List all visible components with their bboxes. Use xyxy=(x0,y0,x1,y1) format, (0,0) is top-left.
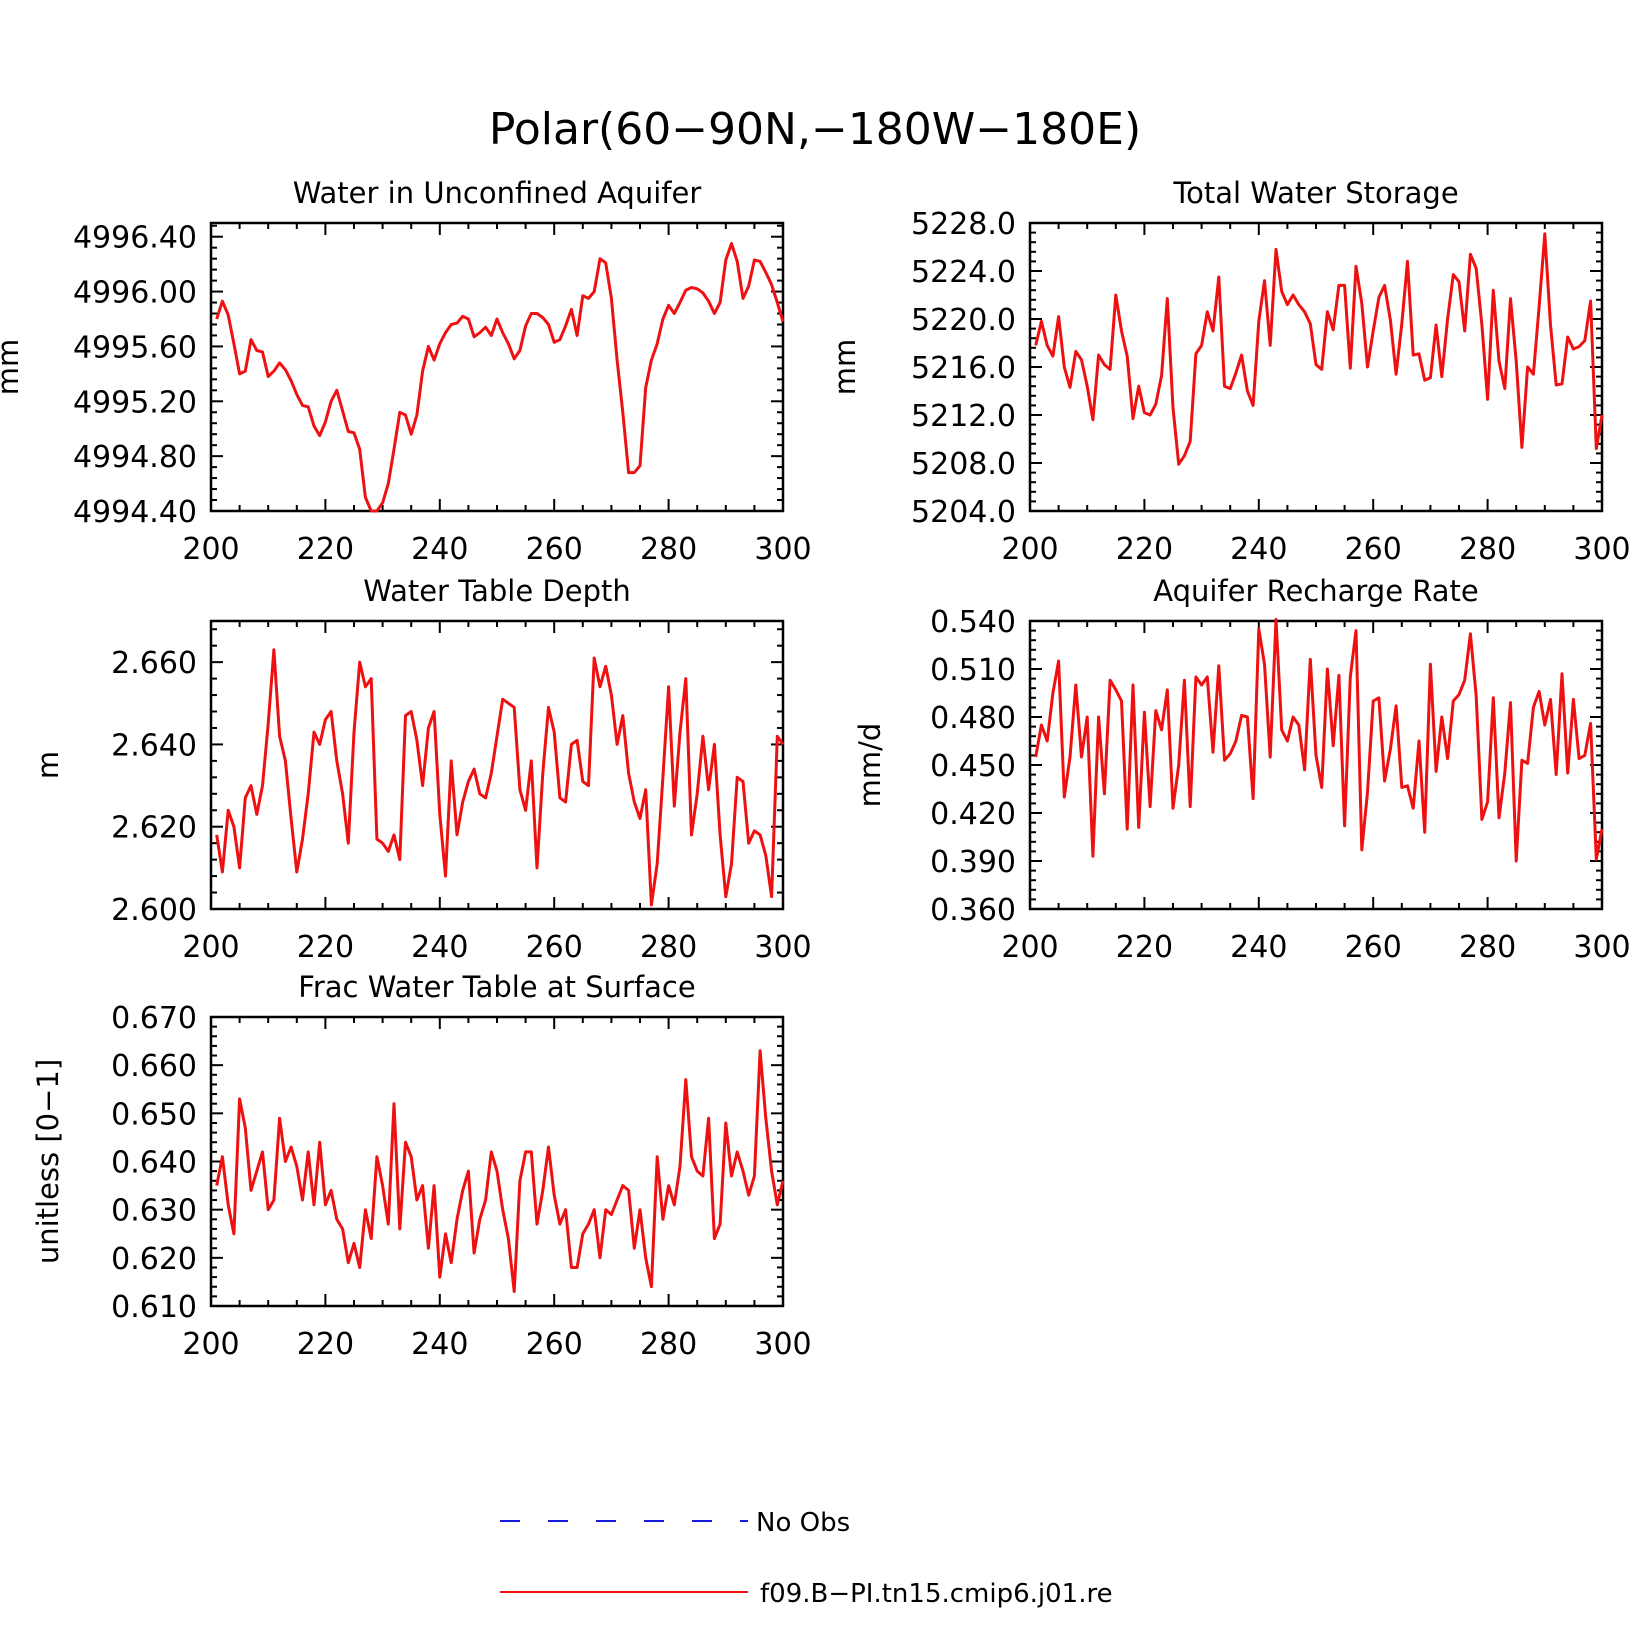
x-tick-label: 220 xyxy=(297,1327,354,1362)
y-tick-label: 0.620 xyxy=(111,1242,197,1277)
y-tick-label: 4995.20 xyxy=(73,385,197,420)
panel-frac-water-table-at-surface: Frac Water Table at Surface unitless [0−1… xyxy=(31,970,812,1362)
series-line xyxy=(1034,617,1604,863)
y-tick-label: 0.650 xyxy=(111,1097,197,1132)
x-tick-label: 300 xyxy=(1573,930,1630,965)
x-tick-label: 280 xyxy=(640,930,697,965)
series-line xyxy=(215,1049,785,1293)
x-tick-label: 260 xyxy=(526,532,583,567)
y-tick-label: 5208.0 xyxy=(911,447,1016,482)
series-line xyxy=(215,242,785,513)
x-tick-label: 280 xyxy=(1459,532,1516,567)
x-tick-label: 260 xyxy=(526,1327,583,1362)
y-tick-label: 2.660 xyxy=(111,646,197,681)
y-tick-label: 0.630 xyxy=(111,1194,197,1229)
panel-water-table-depth: Water Table Depth m 200 220 240 260 280 300 2.60… xyxy=(31,574,812,965)
panel-title: Total Water Storage xyxy=(1172,176,1458,210)
y-tick-label: 4996.00 xyxy=(73,276,197,311)
y-tick-label: 4995.60 xyxy=(73,330,197,365)
plot-frame xyxy=(209,221,785,513)
y-tick-label: 5224.0 xyxy=(911,255,1016,290)
y-tick-label: 0.510 xyxy=(930,653,1016,688)
x-tick-label: 200 xyxy=(182,532,239,567)
x-tick-label: 280 xyxy=(640,1327,697,1362)
x-tick-label: 240 xyxy=(411,930,468,965)
legend-label-model: f09.B−PI.tn15.cmip6.j01.re xyxy=(760,1579,1113,1609)
y-tick-label: 2.640 xyxy=(111,728,197,763)
panel-aquifer-recharge-rate: Aquifer Recharge Rate mm/d 200 220 240 260 280… xyxy=(853,574,1631,965)
x-tick-label: 240 xyxy=(1230,930,1287,965)
x-tick-label: 240 xyxy=(411,532,468,567)
x-tick-label: 200 xyxy=(1001,930,1058,965)
panel-title: Aquifer Recharge Rate xyxy=(1153,574,1479,608)
x-tick-label: 260 xyxy=(1345,532,1402,567)
x-tick-label: 280 xyxy=(1459,930,1516,965)
x-tick-label: 300 xyxy=(1573,532,1630,567)
y-tick-label: 4994.80 xyxy=(73,440,197,475)
y-tick-label: 0.610 xyxy=(111,1290,197,1325)
series-line xyxy=(215,648,785,907)
y-axis-label: unitless [0−1] xyxy=(31,1059,65,1264)
x-tick-label: 200 xyxy=(182,1327,239,1362)
y-tick-label: 4996.40 xyxy=(73,221,197,256)
figure-title: Polar(60−90N,−180W−180E) xyxy=(489,104,1141,155)
x-tick-label: 220 xyxy=(297,532,354,567)
x-tick-label: 260 xyxy=(526,930,583,965)
x-tick-label: 200 xyxy=(182,930,239,965)
y-tick-label: 0.360 xyxy=(930,893,1016,928)
x-tick-label: 240 xyxy=(1230,532,1287,567)
x-tick-label: 300 xyxy=(754,532,811,567)
x-tick-label: 220 xyxy=(297,930,354,965)
panel-title: Water Table Depth xyxy=(363,574,631,608)
y-tick-label: 5204.0 xyxy=(911,495,1016,530)
panel-title: Frac Water Table at Surface xyxy=(298,970,695,1004)
y-tick-label: 5220.0 xyxy=(911,303,1016,338)
x-tick-label: 220 xyxy=(1116,930,1173,965)
legend: No Obs f09.B−PI.tn15.cmip6.j01.re xyxy=(500,1508,1113,1609)
y-axis-label: mm xyxy=(0,339,25,396)
y-axis-label: m xyxy=(31,751,65,779)
y-tick-label: 0.660 xyxy=(111,1049,197,1084)
panel-total-water-storage: Total Water Storage mm 200 220 240 260 280 300 5… xyxy=(828,176,1631,567)
panel-title: Water in Unconfined Aquifer xyxy=(293,176,702,210)
x-tick-label: 220 xyxy=(1116,532,1173,567)
y-tick-label: 4994.40 xyxy=(73,495,197,530)
y-axis-label: mm xyxy=(828,339,862,396)
y-tick-label: 2.620 xyxy=(111,811,197,846)
y-tick-label: 0.540 xyxy=(930,605,1016,640)
x-tick-label: 240 xyxy=(411,1327,468,1362)
y-tick-label: 0.390 xyxy=(930,845,1016,880)
y-axis-label: mm/d xyxy=(853,723,887,808)
x-tick-label: 300 xyxy=(754,1327,811,1362)
y-tick-label: 0.480 xyxy=(930,701,1016,736)
y-tick-label: 0.670 xyxy=(111,1001,197,1036)
series-line xyxy=(1034,232,1604,466)
y-tick-label: 0.640 xyxy=(111,1146,197,1181)
plot-frame xyxy=(1028,619,1604,911)
x-tick-label: 280 xyxy=(640,532,697,567)
y-tick-label: 5228.0 xyxy=(911,207,1016,242)
x-tick-label: 260 xyxy=(1345,930,1402,965)
y-tick-label: 0.450 xyxy=(930,749,1016,784)
x-tick-label: 300 xyxy=(754,930,811,965)
y-tick-label: 0.420 xyxy=(930,797,1016,832)
x-tick-label: 200 xyxy=(1001,532,1058,567)
y-tick-label: 5212.0 xyxy=(911,399,1016,434)
y-tick-label: 5216.0 xyxy=(911,351,1016,386)
y-tick-label: 2.600 xyxy=(111,893,197,928)
panel-water-in-unconfined-aquifer: Water in Unconfined Aquifer mm 200 220 240 26… xyxy=(0,176,812,567)
legend-label-no-obs: No Obs xyxy=(756,1508,850,1538)
